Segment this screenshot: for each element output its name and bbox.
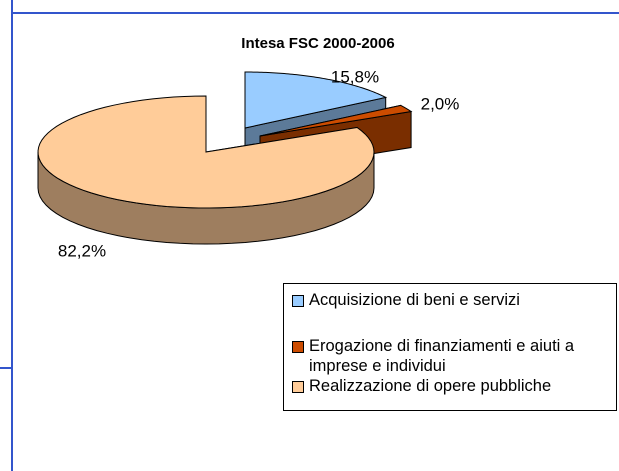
legend-swatch xyxy=(292,341,304,353)
slice-top xyxy=(259,104,413,137)
data-label: 82,2% xyxy=(58,241,106,260)
legend-swatch xyxy=(292,381,304,393)
data-label: 2,0% xyxy=(421,94,460,113)
legend-swatch xyxy=(292,295,304,307)
legend-label: Realizzazione di opere pubbliche xyxy=(309,377,552,395)
legend-label: Erogazione di finanziamenti e aiuti a im… xyxy=(309,337,575,375)
data-label: 15,8% xyxy=(331,67,379,86)
slice xyxy=(37,95,375,245)
legend-label: Acquisizione di beni e servizi xyxy=(309,291,520,309)
legend: Acquisizione di beni e servizi Erogazione… xyxy=(283,283,617,411)
chart-title: Intesa FSC 2000-2006 xyxy=(241,35,394,52)
slice-top xyxy=(37,95,375,209)
slice-top xyxy=(244,71,388,129)
